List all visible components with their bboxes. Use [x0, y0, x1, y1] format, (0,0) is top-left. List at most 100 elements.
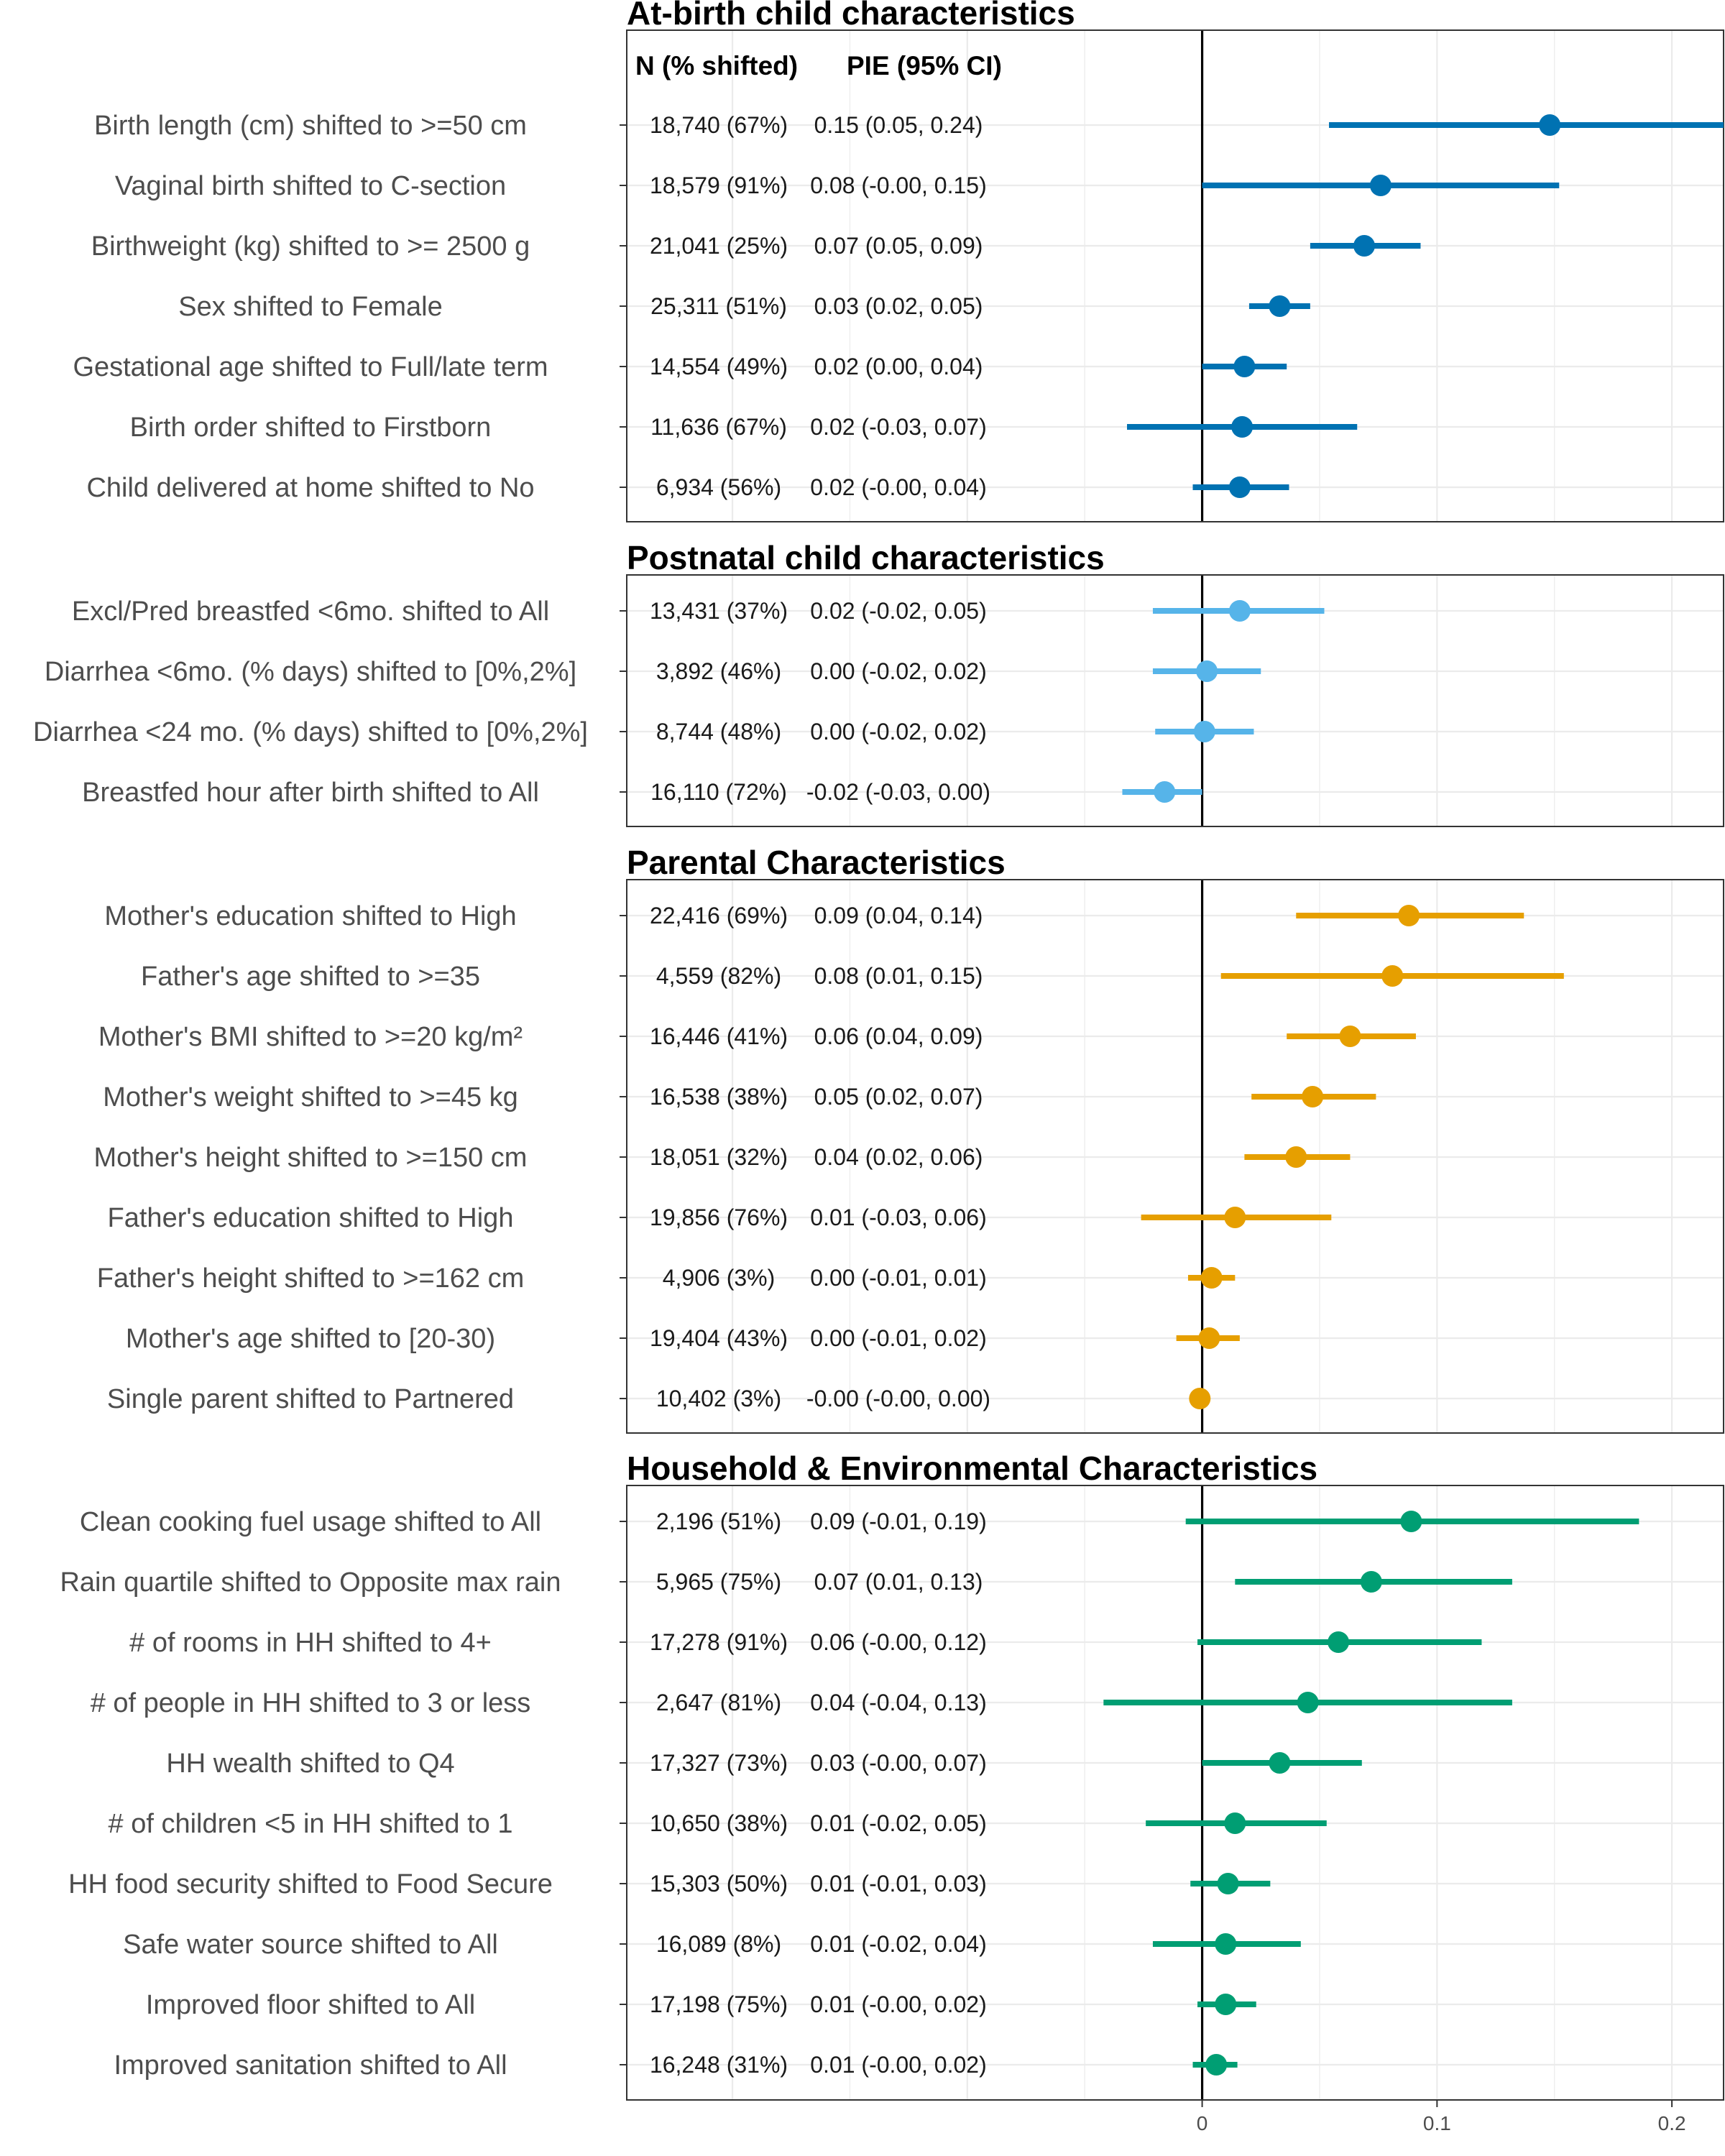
cell-n-shifted: 10,650 (38%): [650, 1810, 788, 1836]
point-estimate: [1339, 1026, 1361, 1047]
point-estimate: [1360, 1571, 1382, 1593]
cell-pie-ci: -0.00 (-0.00, 0.00): [806, 1386, 990, 1411]
cell-pie-ci: 0.07 (0.01, 0.13): [814, 1569, 983, 1595]
point-estimate: [1200, 1267, 1223, 1289]
row-label: Child delivered at home shifted to No: [86, 473, 534, 503]
row-label: Father's height shifted to >=162 cm: [97, 1263, 525, 1294]
point-estimate: [1353, 235, 1376, 257]
row-label: Mother's BMI shifted to >=20 kg/m²: [98, 1022, 523, 1052]
cell-pie-ci: 0.01 (-0.03, 0.06): [810, 1204, 986, 1230]
cell-n-shifted: 4,559 (82%): [656, 963, 781, 989]
row-label: Improved floor shifted to All: [146, 1990, 475, 2020]
panel-title: Postnatal child characteristics: [627, 539, 1105, 576]
point-estimate: [1205, 2054, 1228, 2076]
cell-pie-ci: 0.03 (-0.00, 0.07): [810, 1750, 986, 1776]
point-estimate: [1269, 1752, 1291, 1774]
row-label: HH food security shifted to Food Secure: [68, 1869, 553, 1899]
row-label: Mother's weight shifted to >=45 kg: [103, 1082, 518, 1112]
cell-n-shifted: 25,311 (51%): [650, 293, 787, 319]
row-label: Mother's age shifted to [20-30): [126, 1324, 495, 1354]
cell-pie-ci: 0.01 (-0.00, 0.02): [810, 1991, 986, 2017]
row-label: Vaginal birth shifted to C-section: [115, 171, 506, 201]
point-estimate: [1231, 416, 1254, 438]
cell-n-shifted: 16,248 (31%): [650, 2052, 788, 2078]
cell-n-shifted: 16,446 (41%): [650, 1023, 788, 1049]
cell-n-shifted: 2,647 (81%): [656, 1690, 781, 1715]
cell-pie-ci: 0.09 (0.04, 0.14): [814, 903, 983, 929]
point-estimate: [1381, 965, 1404, 987]
cell-n-shifted: 22,416 (69%): [650, 903, 788, 929]
point-estimate: [1215, 1994, 1237, 2015]
row-label: Safe water source shifted to All: [123, 1930, 498, 1960]
cell-pie-ci: 0.09 (-0.01, 0.19): [810, 1508, 986, 1534]
cell-pie-ci: 0.06 (-0.00, 0.12): [810, 1629, 986, 1655]
point-estimate: [1369, 175, 1392, 196]
point-estimate: [1189, 1388, 1211, 1409]
cell-n-shifted: 15,303 (50%): [650, 1871, 788, 1897]
point-estimate: [1297, 1692, 1319, 1713]
cell-pie-ci: 0.02 (-0.03, 0.07): [810, 414, 986, 440]
cell-pie-ci: 0.04 (0.02, 0.06): [814, 1144, 983, 1170]
row-label: Single parent shifted to Partnered: [107, 1384, 514, 1414]
cell-n-shifted: 18,051 (32%): [650, 1144, 788, 1170]
row-label: Breastfed hour after birth shifted to Al…: [82, 778, 539, 808]
cell-pie-ci: 0.01 (-0.00, 0.02): [810, 2052, 986, 2078]
panel-title: Household & Environmental Characteristic…: [627, 1450, 1317, 1487]
cell-pie-ci: 0.01 (-0.02, 0.05): [810, 1810, 986, 1836]
cell-n-shifted: 16,089 (8%): [656, 1931, 781, 1957]
point-estimate: [1154, 781, 1176, 803]
cell-n-shifted: 19,856 (76%): [650, 1204, 788, 1230]
row-label: Birth length (cm) shifted to >=50 cm: [94, 111, 527, 141]
x-tick-label: 0.2: [1658, 2112, 1686, 2134]
row-label: Diarrhea <6mo. (% days) shifted to [0%,2…: [45, 657, 576, 687]
cell-n-shifted: 5,965 (75%): [656, 1569, 781, 1595]
row-label: Mother's education shifted to High: [104, 901, 516, 931]
panel-border: [626, 574, 1724, 827]
point-estimate: [1302, 1086, 1324, 1107]
row-label: # of children <5 in HH shifted to 1: [109, 1809, 513, 1839]
row-label: Father's age shifted to >=35: [141, 962, 480, 992]
cell-n-shifted: 18,740 (67%): [650, 112, 788, 138]
panel-border: [626, 29, 1724, 522]
cell-n-shifted: 2,196 (51%): [656, 1508, 781, 1534]
row-label: Gestational age shifted to Full/late ter…: [73, 352, 548, 382]
row-label: # of people in HH shifted to 3 or less: [91, 1688, 531, 1718]
cell-n-shifted: 21,041 (25%): [650, 233, 788, 259]
cell-pie-ci: 0.07 (0.05, 0.09): [814, 233, 983, 259]
point-estimate: [1398, 905, 1420, 926]
cell-pie-ci: 0.00 (-0.01, 0.01): [810, 1265, 986, 1291]
cell-n-shifted: 3,892 (46%): [656, 658, 781, 684]
point-estimate: [1224, 1207, 1246, 1228]
point-estimate: [1400, 1511, 1422, 1532]
cell-pie-ci: 0.03 (0.02, 0.05): [814, 293, 983, 319]
cell-pie-ci: 0.15 (0.05, 0.24): [814, 112, 983, 138]
point-estimate: [1285, 1146, 1307, 1168]
row-label: Rain quartile shifted to Opposite max ra…: [60, 1567, 561, 1598]
row-label: Excl/Pred breastfed <6mo. shifted to All: [72, 596, 549, 627]
cell-pie-ci: 0.04 (-0.04, 0.13): [810, 1690, 986, 1715]
cell-pie-ci: 0.02 (-0.02, 0.05): [810, 598, 986, 624]
cell-pie-ci: 0.01 (-0.01, 0.03): [810, 1871, 986, 1897]
column-header-pie: PIE (95% CI): [847, 51, 1002, 80]
panel-border: [626, 1485, 1724, 2101]
row-label: Clean cooking fuel usage shifted to All: [80, 1507, 541, 1537]
point-estimate: [1228, 476, 1251, 498]
cell-pie-ci: 0.08 (0.01, 0.15): [814, 963, 983, 989]
row-label: Birth order shifted to Firstborn: [130, 413, 492, 443]
point-estimate: [1217, 1873, 1239, 1894]
point-estimate: [1539, 114, 1561, 136]
row-label: Diarrhea <24 mo. (% days) shifted to [0%…: [33, 717, 588, 747]
point-estimate: [1328, 1631, 1350, 1653]
cell-pie-ci: 0.00 (-0.02, 0.02): [810, 658, 986, 684]
cell-pie-ci: 0.06 (0.04, 0.09): [814, 1023, 983, 1049]
cell-n-shifted: 17,327 (73%): [650, 1750, 788, 1776]
row-label: Birthweight (kg) shifted to >= 2500 g: [91, 231, 530, 262]
point-estimate: [1196, 660, 1218, 682]
cell-n-shifted: 8,744 (48%): [656, 719, 781, 745]
cell-pie-ci: 0.01 (-0.02, 0.04): [810, 1931, 986, 1957]
x-tick-label: 0: [1197, 2112, 1208, 2134]
cell-n-shifted: 11,636 (67%): [650, 414, 787, 440]
cell-pie-ci: 0.05 (0.02, 0.07): [814, 1084, 983, 1110]
cell-n-shifted: 16,538 (38%): [650, 1084, 788, 1110]
